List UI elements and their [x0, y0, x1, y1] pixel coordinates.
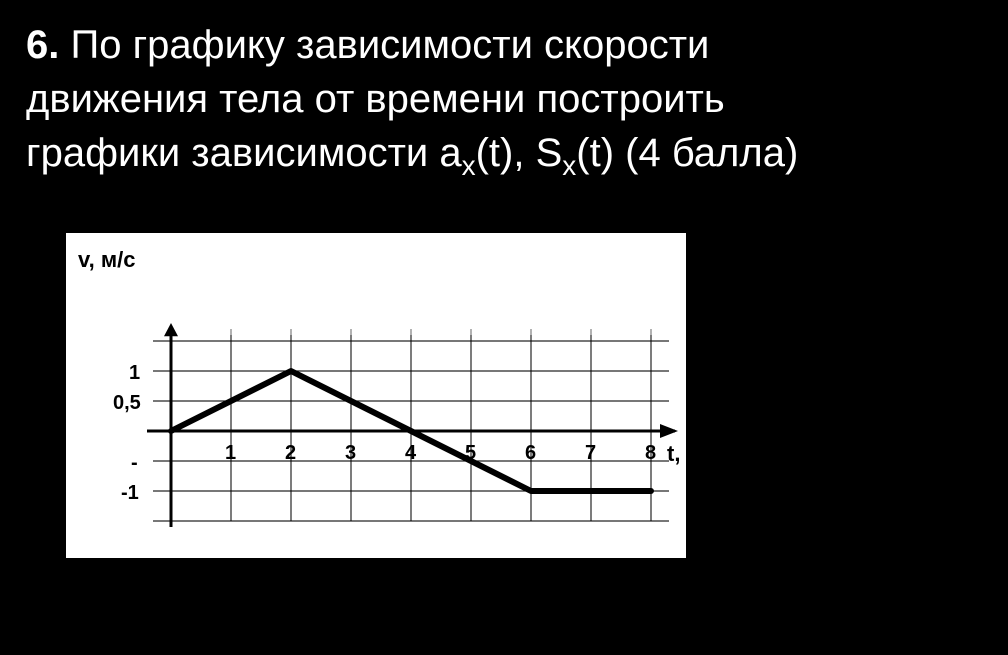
x-axis-label: t, c — [667, 441, 686, 466]
x-tick-label: 7 — [585, 442, 596, 464]
y-tick-label: 0,5 — [113, 392, 141, 414]
x-tick-label: 1 — [225, 442, 236, 464]
x-axis-arrow — [660, 424, 678, 438]
x-tick-label: 8 — [645, 442, 656, 464]
tick-labels: 1 2 3 4 5 6 7 8 1 0,5 -1 - — [113, 362, 656, 504]
axes — [147, 323, 678, 527]
problem-text-line3-prefix: графики зависимости a — [26, 131, 462, 175]
y-tick-dash: - — [131, 452, 138, 474]
subscript-sx: x — [562, 150, 576, 181]
y-axis-label: v, м/с — [78, 247, 135, 272]
problem-text-line2: движения тела от времени построить — [26, 77, 725, 121]
x-tick-label: 2 — [285, 442, 296, 464]
problem-statement: 6. По графику зависимости скорости движе… — [26, 18, 982, 185]
problem-text-line3-mid1: (t), S — [476, 131, 563, 175]
x-tick-label: 3 — [345, 442, 356, 464]
problem-number: 6. — [26, 23, 59, 67]
y-axis-arrow — [164, 323, 178, 336]
problem-text-line1: По графику зависимости скорости — [70, 23, 709, 67]
y-tick-label: 1 — [129, 362, 140, 384]
subscript-ax: x — [462, 150, 476, 181]
x-tick-label: 6 — [525, 442, 536, 464]
y-tick-label: -1 — [121, 482, 139, 504]
velocity-time-chart: 1 2 3 4 5 6 7 8 1 0,5 -1 - v, м/с t, c — [66, 233, 686, 558]
problem-text-line3-mid2: (t) (4 балла) — [576, 131, 798, 175]
x-tick-label: 4 — [405, 442, 417, 464]
x-tick-label: 5 — [465, 442, 476, 464]
